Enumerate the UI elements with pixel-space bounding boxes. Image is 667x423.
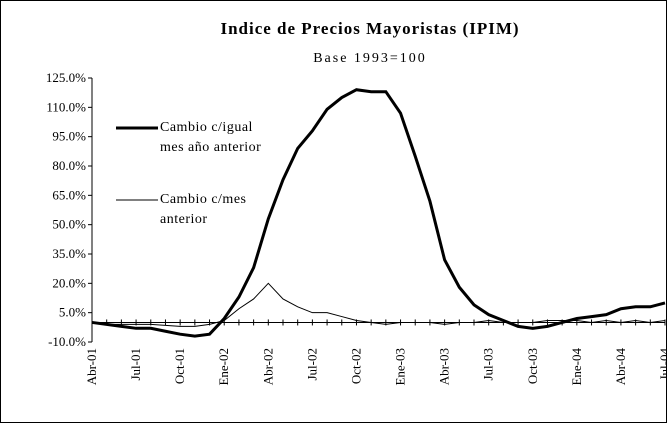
y-tick-label: 5.0% — [59, 305, 86, 320]
series-line — [91, 282, 666, 327]
x-tick-label: Abr-03 — [437, 348, 452, 385]
x-tick-label: Jul-04 — [657, 348, 667, 381]
x-tick-label: Jul-02 — [304, 348, 319, 381]
chart-subtitle: Base 1993=100 — [313, 51, 427, 66]
y-tick-label: 35.0% — [52, 246, 86, 261]
legend-label: Cambio c/igual mes año anterior — [160, 120, 262, 155]
legend-label: Cambio c/mes anterior — [160, 192, 247, 227]
y-tick-label: 50.0% — [52, 217, 86, 232]
x-tick-label: Jul-01 — [128, 348, 143, 381]
x-tick-label: Ene-04 — [569, 348, 584, 386]
y-tick-label: 80.0% — [52, 158, 86, 173]
x-tick-label: Oct-03 — [525, 348, 540, 384]
y-tick-label: 20.0% — [52, 275, 86, 290]
y-tick-label: -10.0% — [48, 334, 86, 349]
x-tick-label: Oct-01 — [172, 348, 187, 384]
x-tick-label: Ene-02 — [216, 348, 231, 386]
x-tick-label: Abr-04 — [613, 348, 628, 386]
x-tick-label: Jul-03 — [481, 348, 496, 381]
y-tick-label: 95.0% — [52, 129, 86, 144]
chart-title: Indice de Precios Mayoristas (IPIM) — [220, 19, 519, 38]
y-tick-label: 65.0% — [52, 187, 86, 202]
x-tick-label: Abr-02 — [260, 348, 275, 385]
x-tick-label: Oct-02 — [348, 348, 363, 384]
x-tick-label: Abr-01 — [84, 348, 99, 385]
y-tick-label: 110.0% — [46, 99, 86, 114]
x-tick-label: Ene-03 — [393, 348, 408, 386]
y-tick-label: 125.0% — [46, 70, 86, 85]
